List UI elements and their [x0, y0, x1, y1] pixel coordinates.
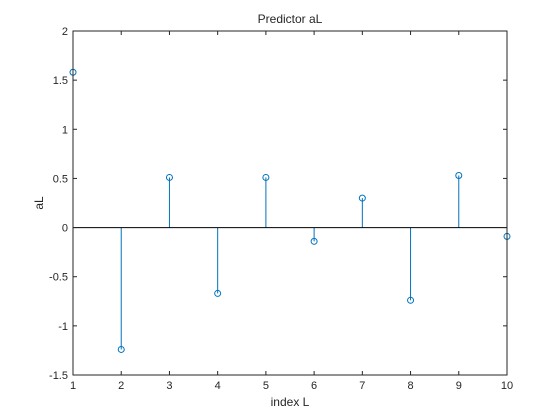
y-tick-label: 1.5	[53, 75, 68, 87]
y-tick-label: -1.5	[49, 370, 68, 382]
x-tick-label: 3	[166, 380, 172, 392]
x-tick-label: 1	[70, 380, 76, 392]
y-axis-title: aL	[32, 196, 46, 210]
y-tick-label: 0.5	[53, 173, 68, 185]
y-tick-label: -0.5	[49, 272, 68, 284]
y-tick-label: 2	[62, 26, 68, 38]
x-tick-label: 2	[118, 380, 124, 392]
x-tick-label: 5	[263, 380, 269, 392]
y-tick-label: 1	[62, 124, 68, 136]
x-tick-label: 9	[456, 380, 462, 392]
x-tick-label: 10	[501, 380, 513, 392]
plot-area	[73, 31, 507, 375]
x-tick-label: 4	[215, 380, 221, 392]
y-tick-label: -1	[58, 321, 68, 333]
chart-title: Predictor aL	[258, 12, 323, 26]
x-axis-title: index L	[271, 395, 310, 409]
x-tick-label: 6	[311, 380, 317, 392]
y-tick-label: 0	[62, 223, 68, 235]
x-tick-label: 7	[359, 380, 365, 392]
x-tick-label: 8	[407, 380, 413, 392]
